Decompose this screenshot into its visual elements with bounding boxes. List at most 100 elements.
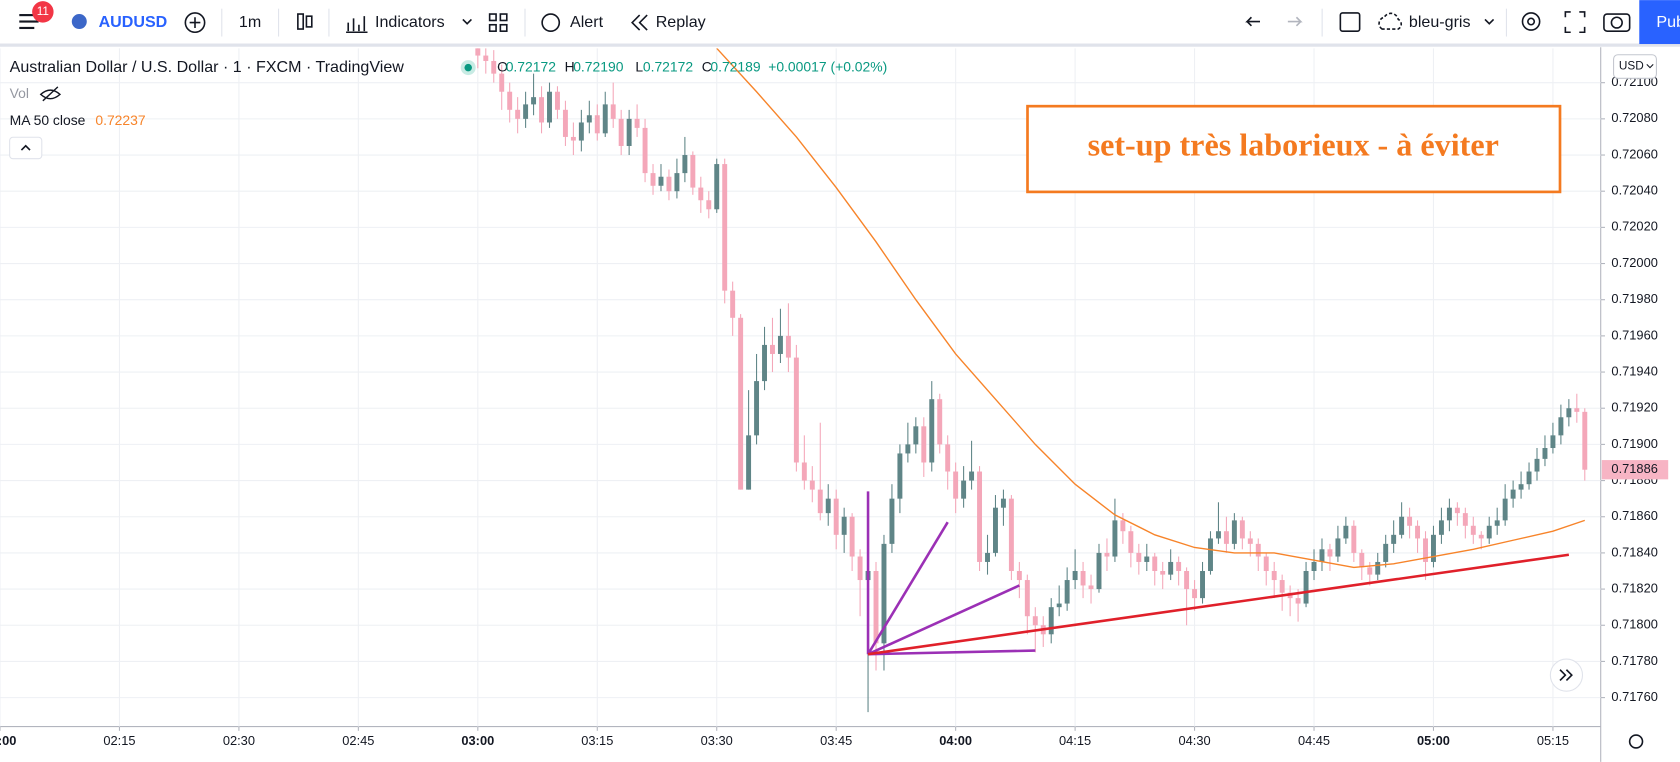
templates[interactable] (488, 13, 508, 32)
symbol[interactable]: AUDUSD (99, 13, 168, 31)
y-tick-label: 0.72080 (1611, 110, 1657, 125)
snapshot[interactable] (1603, 13, 1631, 32)
y-tick-label: 0.71820 (1611, 580, 1657, 595)
y-tick-label: 0.71780 (1611, 653, 1657, 668)
redo[interactable] (1287, 16, 1303, 27)
theme[interactable]: bleu-gris (1409, 13, 1471, 31)
candle-body (905, 444, 911, 454)
candle-body (857, 556, 863, 581)
add-symbol[interactable] (184, 12, 206, 34)
x-tick-label: 03:15 (581, 733, 613, 748)
currency[interactable]: USD (1619, 60, 1644, 73)
candle-body (1247, 538, 1253, 544)
candle-body (1184, 570, 1190, 590)
candle-body (801, 462, 807, 481)
alert-icon (541, 13, 561, 32)
candle-body (873, 570, 879, 644)
replay-icon (631, 14, 648, 31)
alert[interactable]: Alert (570, 13, 604, 31)
x-tick-label: 04:00 (939, 733, 972, 748)
candle-body (610, 104, 616, 119)
legend: Australian Dollar / U.S. Dollar · 1 · FX… (9, 58, 887, 160)
y-tick-label: 0.71920 (1611, 400, 1657, 415)
candle-body (793, 357, 799, 463)
x-tick-label: 04:30 (1178, 733, 1210, 748)
ohlc-key: H (565, 58, 575, 74)
candle-body (945, 444, 951, 472)
fullscreen[interactable] (1564, 11, 1586, 34)
chart-type[interactable] (297, 13, 313, 30)
collapse-button[interactable] (9, 136, 43, 160)
candle-body (1024, 580, 1030, 617)
candle-body (1263, 556, 1269, 571)
candle-body (1550, 435, 1556, 449)
candle-body (539, 97, 545, 123)
layout[interactable] (1339, 12, 1361, 32)
candle-body (1383, 543, 1389, 562)
candle-body (785, 335, 791, 358)
y-tick-label: 0.72060 (1611, 146, 1657, 161)
indicators-icon (346, 16, 368, 34)
candle-body (499, 73, 505, 92)
last-price: 0.71886 (1611, 461, 1657, 476)
y-tick-label: 0.71840 (1611, 544, 1657, 559)
candle-body (1255, 543, 1261, 557)
candle-body (1423, 538, 1428, 562)
candle-body (1478, 534, 1484, 539)
ma-value: 0.72237 (95, 112, 146, 128)
settings[interactable] (1521, 12, 1541, 31)
ohlc-value: 0.72190 (573, 58, 624, 74)
candle-body (1112, 520, 1118, 557)
candle-body (1574, 408, 1580, 412)
publish[interactable]: Pub (1656, 13, 1680, 31)
y-tick-label: 0.71980 (1611, 291, 1657, 306)
candle-body (1176, 561, 1182, 571)
y-tick-label: 0.71940 (1611, 363, 1657, 378)
candle-body (1407, 516, 1413, 526)
publish-button[interactable] (1639, 0, 1680, 45)
x-tick-label: 03:45 (820, 733, 852, 748)
candle-body (1335, 538, 1341, 557)
candle-body (889, 498, 895, 544)
candle-body (921, 426, 927, 463)
candle-body (841, 516, 847, 535)
candle-body (1032, 616, 1038, 626)
axis-settings[interactable] (1628, 734, 1644, 749)
candle-body (1200, 570, 1205, 599)
candle-body (666, 176, 672, 192)
annotation-box (1026, 104, 1562, 194)
candle-body (897, 453, 903, 499)
candle-body (817, 489, 823, 514)
candle-body (961, 480, 967, 499)
undo[interactable] (1245, 16, 1260, 27)
trend-line (867, 553, 1570, 656)
candle-body (1542, 448, 1548, 459)
candle-body (1120, 520, 1126, 532)
candle-body (1239, 520, 1245, 539)
interval[interactable]: 1m (239, 13, 261, 31)
candle-body (1558, 417, 1564, 436)
hidden-icon[interactable] (39, 86, 62, 102)
candle-body (491, 60, 497, 74)
candle-body (1072, 570, 1078, 581)
candle-body (993, 507, 998, 553)
y-tick-label: 0.71760 (1611, 689, 1657, 704)
menu-button[interactable] (19, 14, 39, 30)
indicators[interactable]: Indicators (375, 13, 445, 31)
candle-body (977, 471, 983, 562)
currency-button[interactable] (1613, 54, 1657, 79)
x-tick-label: 02:45 (342, 733, 374, 748)
replay[interactable]: Replay (656, 13, 706, 31)
candle-body (570, 136, 576, 141)
x-tick-label: 03:00 (461, 733, 494, 748)
candle-body (1271, 570, 1277, 581)
flag-icon (71, 14, 87, 30)
candle-body (602, 104, 608, 134)
candle-body (754, 381, 760, 436)
candle-body (1438, 520, 1444, 535)
y-tick-label: 0.71800 (1611, 617, 1657, 632)
x-tick-label: 04:15 (1059, 733, 1091, 748)
candle-body (1518, 484, 1524, 490)
candle-body (626, 118, 632, 146)
